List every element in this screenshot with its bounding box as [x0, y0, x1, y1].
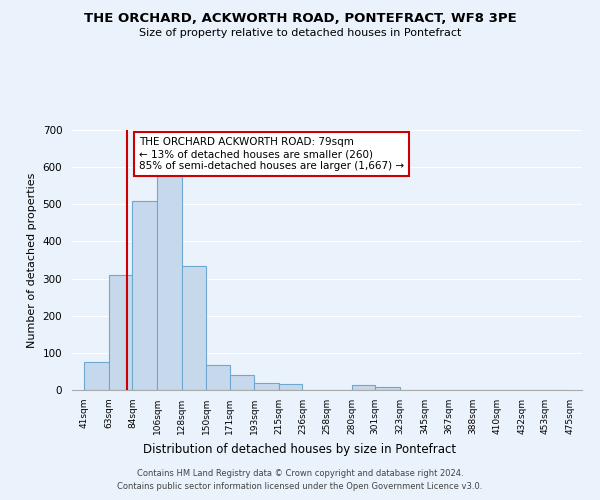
Text: Contains HM Land Registry data © Crown copyright and database right 2024.: Contains HM Land Registry data © Crown c… — [137, 468, 463, 477]
Text: Distribution of detached houses by size in Pontefract: Distribution of detached houses by size … — [143, 442, 457, 456]
Bar — [206, 364, 230, 390]
Bar — [85, 362, 109, 390]
Bar — [133, 200, 157, 390]
Bar — [254, 384, 279, 390]
Text: Size of property relative to detached houses in Pontefract: Size of property relative to detached ho… — [139, 28, 461, 38]
Bar — [279, 384, 302, 390]
Y-axis label: Number of detached properties: Number of detached properties — [27, 172, 37, 348]
Bar — [375, 387, 400, 390]
Bar — [182, 266, 206, 390]
Bar — [109, 275, 133, 390]
Bar — [352, 385, 375, 390]
Text: THE ORCHARD, ACKWORTH ROAD, PONTEFRACT, WF8 3PE: THE ORCHARD, ACKWORTH ROAD, PONTEFRACT, … — [83, 12, 517, 26]
Bar — [230, 375, 254, 390]
Text: Contains public sector information licensed under the Open Government Licence v3: Contains public sector information licen… — [118, 482, 482, 491]
Text: THE ORCHARD ACKWORTH ROAD: 79sqm
← 13% of detached houses are smaller (260)
85% : THE ORCHARD ACKWORTH ROAD: 79sqm ← 13% o… — [139, 138, 404, 170]
Bar — [157, 176, 182, 390]
